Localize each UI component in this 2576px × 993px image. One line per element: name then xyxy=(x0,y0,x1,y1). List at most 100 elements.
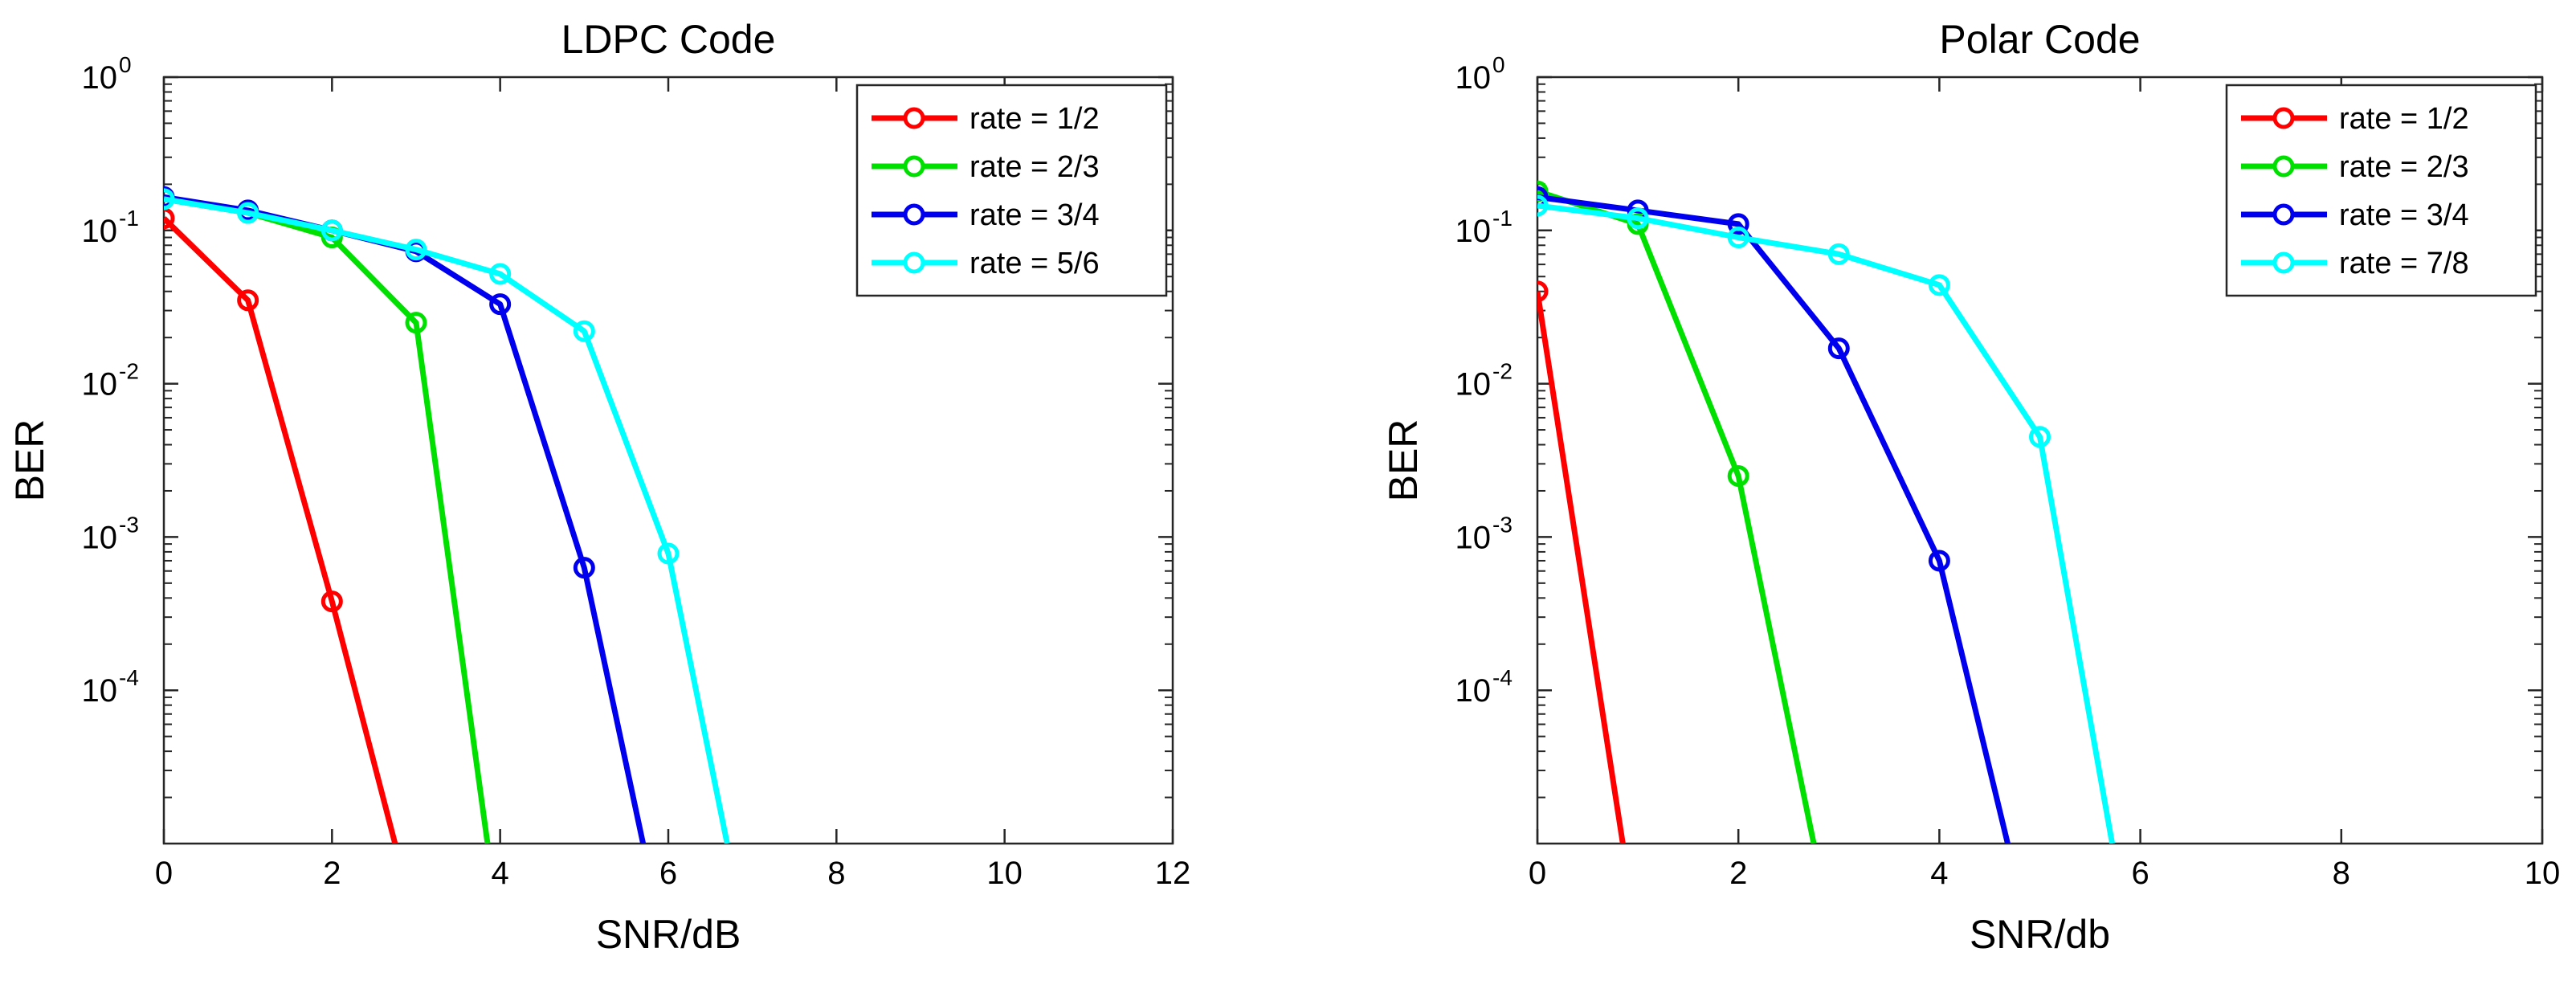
x-tick-label: 8 xyxy=(2333,856,2350,891)
series-marker-4 xyxy=(320,219,343,242)
y-tick-exponent: -1 xyxy=(119,206,139,231)
legend-label: rate = 2/3 xyxy=(2339,150,2469,184)
y-tick-base: 10 xyxy=(82,673,118,709)
y-tick-label: 10 xyxy=(82,60,118,96)
series-line-1 xyxy=(164,216,398,844)
y-tick-exponent: -2 xyxy=(1492,359,1513,384)
x-axis-label: SNR/db xyxy=(1970,912,2110,957)
y-tick-exponent: -4 xyxy=(119,665,139,690)
series-marker-2 xyxy=(405,312,427,334)
series-marker-4 xyxy=(237,202,259,224)
series-line-4 xyxy=(1537,202,2116,844)
legend-marker xyxy=(903,107,925,129)
legend-marker xyxy=(2272,251,2295,274)
chart-title: Polar Code xyxy=(1939,17,2140,62)
x-tick-label: 4 xyxy=(492,856,509,891)
legend-marker xyxy=(903,155,925,178)
y-tick-label: 10 xyxy=(1455,60,1492,96)
series-marker-1 xyxy=(320,590,343,613)
y-tick-base: 10 xyxy=(1455,214,1492,249)
y-tick-base: 10 xyxy=(1455,60,1492,96)
legend-label: rate = 7/8 xyxy=(2339,247,2469,280)
series-marker-4 xyxy=(1928,274,1950,296)
legend-marker xyxy=(903,251,925,274)
y-tick-exponent: -1 xyxy=(1492,206,1513,231)
series-marker-4 xyxy=(657,542,680,565)
y-tick-base: 10 xyxy=(1455,673,1492,709)
y-tick-label: 10 xyxy=(1455,367,1492,403)
series-line-2 xyxy=(1537,188,1817,844)
y-tick-base: 10 xyxy=(82,520,118,555)
series-layer xyxy=(164,186,730,844)
series-marker-3 xyxy=(489,293,512,316)
series-marker-1 xyxy=(1537,280,1549,303)
legend-label: rate = 3/4 xyxy=(2339,198,2469,232)
series-marker-3 xyxy=(573,557,595,579)
y-tick-base: 10 xyxy=(1455,367,1492,403)
legend-label: rate = 2/3 xyxy=(970,150,1100,184)
x-tick-label: 4 xyxy=(1930,856,1948,891)
y-axis-label: BER xyxy=(7,419,52,502)
legend-marker xyxy=(903,203,925,226)
y-tick-label: 10 xyxy=(1455,520,1492,555)
y-tick-exponent: -3 xyxy=(1492,512,1513,537)
axes-box xyxy=(1536,76,2544,845)
x-tick-label: 10 xyxy=(2525,856,2561,891)
y-tick-exponent: -2 xyxy=(119,359,139,384)
x-tick-label: 0 xyxy=(155,856,173,891)
series-marker-4 xyxy=(405,239,427,261)
y-tick-exponent: -4 xyxy=(1492,665,1513,690)
series-layer xyxy=(1537,180,2116,844)
legend-marker xyxy=(2272,107,2295,129)
series-line-4 xyxy=(164,196,730,844)
y-tick-base: 10 xyxy=(82,214,118,249)
series-marker-2 xyxy=(1727,464,1749,487)
chart-title: LDPC Code xyxy=(561,17,776,62)
series-marker-3 xyxy=(1537,186,1549,208)
legend-label: rate = 3/4 xyxy=(970,198,1100,232)
series-marker-4 xyxy=(1827,243,1850,265)
series-marker-4 xyxy=(1727,227,1749,249)
y-tick-label: 10 xyxy=(82,673,118,709)
series-line-1 xyxy=(1537,291,1626,844)
series-line-3 xyxy=(1537,194,2011,844)
x-tick-label: 0 xyxy=(1529,856,1546,891)
legend-marker xyxy=(2272,203,2295,226)
series-marker-4 xyxy=(1627,207,1649,230)
x-tick-label: 8 xyxy=(827,856,845,891)
series-marker-3 xyxy=(1928,550,1950,572)
series-marker-4 xyxy=(1537,194,1549,217)
x-tick-label: 12 xyxy=(1155,856,1191,891)
y-tick-exponent: 0 xyxy=(1492,52,1505,77)
y-tick-label: 10 xyxy=(1455,214,1492,249)
series-marker-4 xyxy=(164,188,175,210)
x-tick-label: 6 xyxy=(2131,856,2149,891)
y-tick-label: 10 xyxy=(82,520,118,555)
legend-label: rate = 5/6 xyxy=(970,247,1100,280)
legend-label: rate = 1/2 xyxy=(970,102,1100,136)
x-tick-label: 2 xyxy=(1729,856,1747,891)
y-tick-label: 10 xyxy=(82,367,118,403)
y-axis-label: BER xyxy=(1381,419,1426,502)
x-tick-label: 2 xyxy=(323,856,341,891)
x-tick-label: 10 xyxy=(986,856,1023,891)
y-tick-label: 10 xyxy=(1455,673,1492,709)
y-tick-exponent: 0 xyxy=(119,52,132,77)
series-marker-1 xyxy=(164,207,175,230)
x-axis-label: SNR/dB xyxy=(596,912,741,957)
series-marker-4 xyxy=(2029,426,2051,448)
y-tick-base: 10 xyxy=(82,367,118,403)
series-marker-4 xyxy=(573,320,595,342)
series-marker-3 xyxy=(1727,213,1749,235)
y-tick-base: 10 xyxy=(1455,520,1492,555)
series-marker-1 xyxy=(237,289,259,312)
legend-marker xyxy=(2272,155,2295,178)
y-tick-exponent: -3 xyxy=(119,512,139,537)
x-tick-label: 6 xyxy=(659,856,677,891)
y-tick-base: 10 xyxy=(82,60,118,96)
series-marker-4 xyxy=(489,263,512,285)
